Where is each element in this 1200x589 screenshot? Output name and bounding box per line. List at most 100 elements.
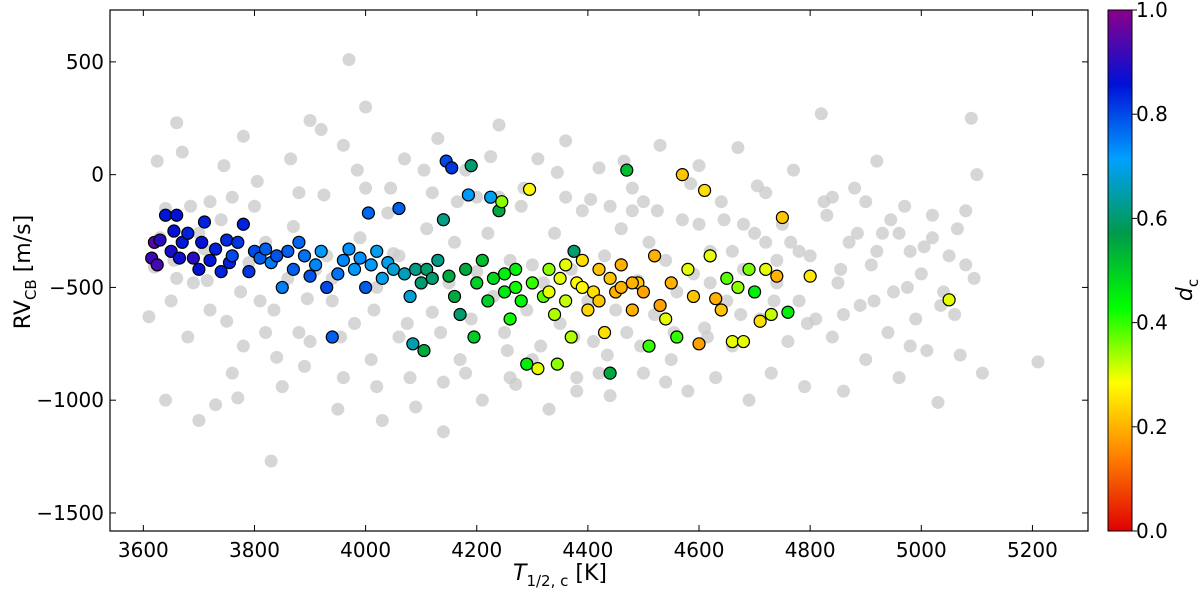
colored-point (753, 314, 767, 328)
colored-point (703, 249, 717, 263)
background-point (436, 375, 450, 389)
colored-point (375, 271, 389, 285)
background-point (725, 244, 739, 258)
background-point (859, 353, 873, 367)
background-point (853, 298, 867, 312)
y-tick-label: −500 (49, 275, 104, 299)
colored-point (542, 285, 556, 299)
background-point (903, 339, 917, 353)
background-point (867, 294, 881, 308)
background-point (900, 280, 914, 294)
background-point (620, 326, 634, 340)
colored-point (197, 215, 212, 229)
colored-point (525, 276, 539, 290)
colored-point (497, 267, 512, 281)
background-point (550, 165, 564, 179)
background-point (884, 213, 898, 227)
colored-point (236, 217, 250, 231)
x-tick-label: 4200 (451, 538, 502, 562)
background-point (870, 154, 884, 168)
background-point (942, 249, 956, 263)
background-point (592, 161, 606, 175)
background-point (948, 307, 962, 321)
colored-point (747, 285, 762, 299)
background-point (614, 222, 628, 236)
background-point (764, 366, 778, 380)
background-point (325, 294, 339, 308)
colored-point (614, 258, 628, 272)
background-point (800, 317, 814, 331)
colored-point (436, 213, 451, 227)
colored-point (353, 251, 367, 265)
background-point (250, 174, 264, 188)
background-point (417, 163, 431, 177)
colored-point (464, 159, 478, 173)
background-point (525, 258, 539, 272)
colored-point (281, 244, 295, 258)
background-point (392, 249, 406, 263)
background-point (192, 413, 206, 427)
background-point (236, 129, 250, 143)
background-point (200, 274, 214, 288)
background-point (359, 100, 373, 114)
x-tick-label: 4600 (674, 538, 725, 562)
background-point (714, 195, 728, 209)
background-point (692, 217, 706, 231)
background-point (150, 154, 164, 168)
colored-point (603, 271, 617, 285)
background-point (375, 413, 389, 427)
background-point (542, 402, 556, 416)
background-point (181, 330, 195, 344)
background-point (734, 307, 748, 321)
colored-points (145, 154, 956, 380)
colored-point (559, 258, 573, 272)
background-point (203, 303, 217, 317)
colored-point (417, 343, 431, 358)
colored-point (592, 294, 606, 308)
background-point (675, 213, 689, 227)
colored-point (567, 244, 581, 258)
colored-point (314, 244, 328, 258)
y-tick-label: −1500 (36, 501, 104, 525)
colored-point (403, 289, 417, 304)
background-points (142, 53, 1045, 468)
x-tick-label: 3600 (118, 538, 169, 562)
background-point (831, 276, 845, 290)
background-point (453, 353, 467, 367)
colored-point (484, 190, 498, 204)
background-point (384, 181, 398, 195)
colored-point (775, 210, 789, 225)
background-point (636, 366, 650, 380)
background-point (881, 326, 895, 340)
colored-point (642, 339, 656, 353)
colorbar: 0.0 0.2 0.4 0.6 0.8 1.0 dc (1107, 0, 1200, 543)
colored-point (447, 289, 462, 304)
background-point (959, 204, 973, 218)
background-point (450, 195, 464, 209)
background-point (292, 186, 306, 200)
x-tick-label: 5000 (896, 538, 947, 562)
background-point (848, 181, 862, 195)
colorbar-ticks: 0.0 0.2 0.4 0.6 0.8 1.0 (1132, 0, 1168, 543)
background-point (331, 402, 345, 416)
x-tick-label: 4800 (785, 538, 836, 562)
background-point (559, 134, 573, 148)
colored-point (303, 269, 317, 283)
colored-point (370, 244, 384, 258)
colored-point (522, 182, 537, 196)
background-point (920, 344, 934, 358)
colored-point (550, 357, 564, 371)
colored-point (359, 280, 373, 295)
background-point (592, 366, 606, 380)
background-point (367, 303, 381, 317)
colored-point (764, 307, 778, 322)
x-tick-label: 4000 (340, 538, 391, 562)
colorbar-gradient (1107, 9, 1133, 532)
colored-point (331, 267, 345, 281)
colorbar-tick-label: 0.8 (1136, 102, 1168, 126)
background-point (903, 244, 917, 258)
background-point (484, 150, 498, 164)
colored-point (670, 330, 684, 344)
background-point (603, 199, 617, 213)
background-point (859, 195, 873, 209)
